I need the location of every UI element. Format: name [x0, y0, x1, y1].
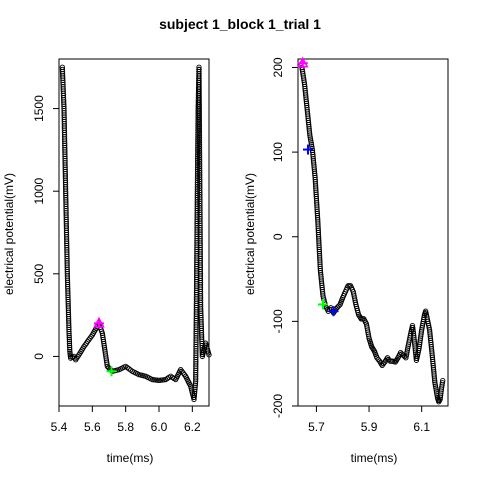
- data-point: [334, 304, 341, 310]
- left-x-tick-label: 5.4: [51, 420, 68, 434]
- left-x-label: time(ms): [107, 451, 154, 465]
- magenta-marker: [296, 56, 309, 69]
- right-y-tick-label: 200: [271, 57, 285, 77]
- left-y-label: electrical potential(mV): [2, 173, 16, 295]
- data-point: [432, 381, 438, 387]
- blue-marker: [303, 144, 313, 155]
- data-point: [308, 138, 314, 144]
- data-point: [439, 380, 446, 386]
- left-y-tick-label: 1500: [32, 95, 46, 122]
- right-x-label: time(ms): [351, 451, 398, 465]
- right-panel: time(ms) electrical potential(mV) 5.7 5.9…: [243, 56, 449, 465]
- right-y-label: electrical potential(mV): [243, 173, 257, 295]
- left-panel: time(ms) electrical potential(mV) 5.4 5.6…: [2, 58, 212, 465]
- left-data-points: [59, 64, 212, 403]
- marker-triangle: [93, 316, 105, 328]
- data-point: [433, 385, 439, 391]
- data-point: [366, 333, 372, 339]
- left-y-tick-label: 500: [32, 263, 46, 283]
- left-plot-frame: [58, 58, 210, 407]
- blue-marker: [328, 306, 339, 317]
- green-marker: [318, 299, 328, 310]
- right-x-tick-label: 6.1: [413, 420, 430, 434]
- right-y-tick-label: -100: [271, 309, 285, 333]
- data-point: [308, 140, 314, 146]
- right-data-points: [299, 64, 446, 405]
- data-point: [432, 379, 438, 385]
- data-point: [433, 387, 439, 393]
- right-plot-frame: [297, 58, 449, 407]
- chart-title: subject 1_block 1_trial 1: [159, 16, 321, 32]
- data-point: [206, 352, 212, 358]
- data-point: [308, 142, 315, 148]
- right-y-tick-label: -200: [271, 394, 285, 418]
- data-point: [307, 132, 313, 138]
- left-x-tick-label: 5.8: [117, 420, 134, 434]
- data-point: [307, 134, 313, 140]
- data-point: [67, 346, 73, 353]
- marker-triangle: [296, 56, 309, 68]
- left-x-tick-label: 6.0: [151, 420, 168, 434]
- right-x-tick-label: 5.9: [361, 420, 378, 434]
- left-y-tick-label: 0: [32, 353, 46, 360]
- data-point: [432, 383, 439, 389]
- data-point: [440, 377, 446, 384]
- right-x-tick-label: 5.7: [308, 420, 325, 434]
- magenta-marker: [93, 316, 105, 329]
- data-point: [307, 136, 314, 142]
- left-x-tick-label: 5.6: [84, 420, 101, 434]
- left-y-tick-label: 1000: [32, 178, 46, 205]
- green-marker: [106, 366, 117, 377]
- right-y-tick-label: 100: [271, 142, 285, 162]
- right-y-tick-label: 0: [271, 233, 285, 240]
- left-x-tick-label: 6.2: [184, 420, 201, 434]
